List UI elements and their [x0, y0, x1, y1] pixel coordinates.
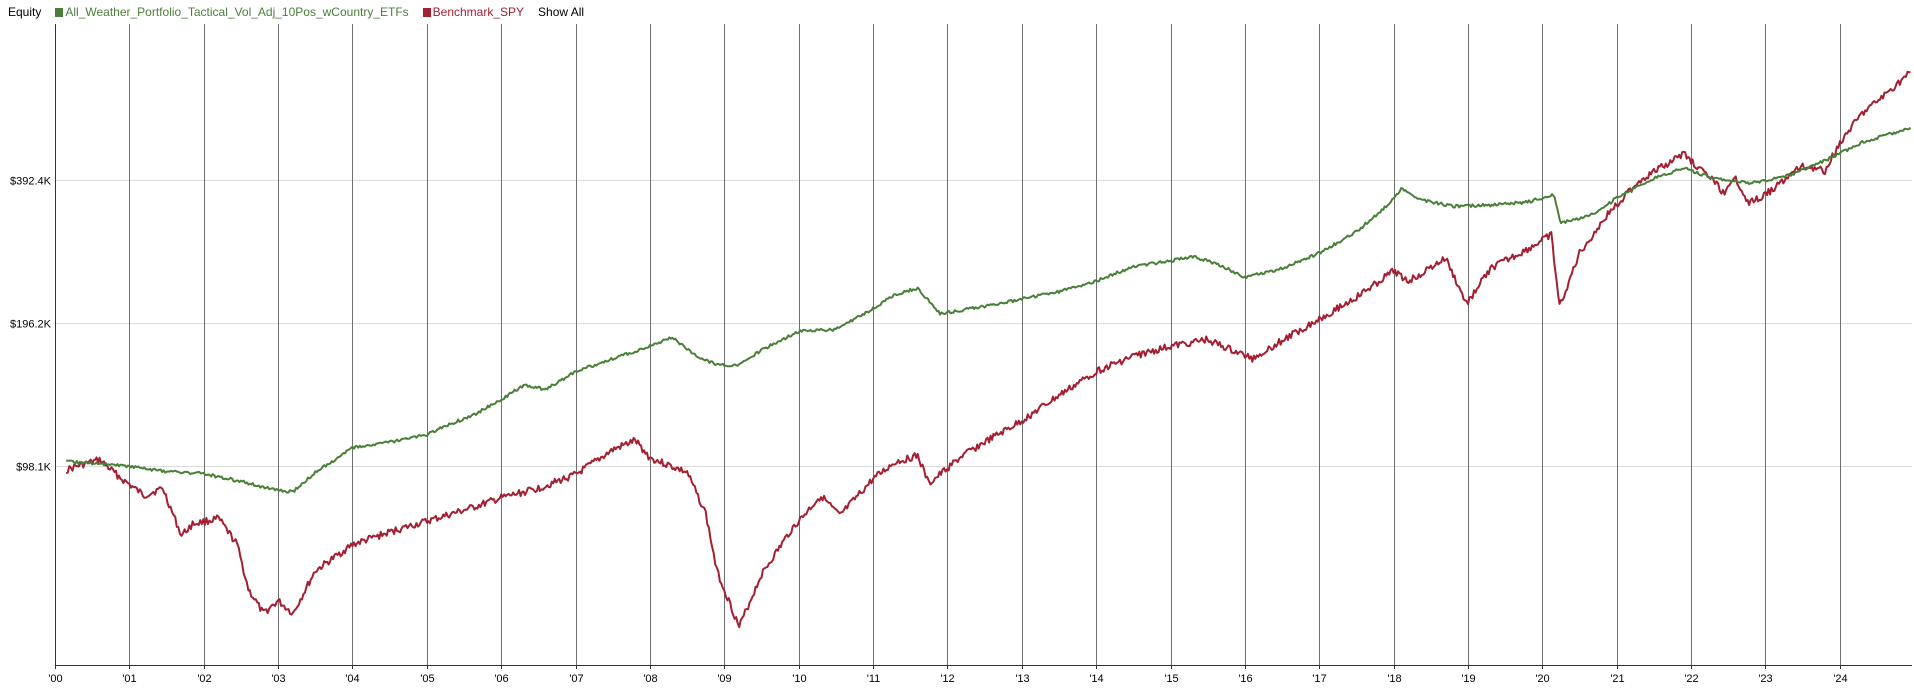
- x-tick-label: '02: [197, 673, 211, 685]
- x-tick-label: '13: [1015, 673, 1029, 685]
- y-tick-label: $392.4K: [10, 176, 52, 188]
- legend-item-benchmark[interactable]: Benchmark_SPY: [422, 5, 525, 19]
- x-tick-label: '01: [122, 673, 136, 685]
- show-all-button[interactable]: Show All: [538, 5, 585, 19]
- legend-label-benchmark: Benchmark_SPY: [432, 5, 525, 19]
- legend-item-strategy[interactable]: All_Weather_Portfolio_Tactical_Vol_Adj_1…: [55, 5, 409, 19]
- x-tick-label: '20: [1535, 673, 1549, 685]
- x-tick-label: '23: [1758, 673, 1772, 685]
- x-tick-label: '17: [1312, 673, 1326, 685]
- x-tick-label: '22: [1684, 673, 1698, 685]
- x-tick-label: '07: [569, 673, 583, 685]
- x-tick-label: '14: [1089, 673, 1103, 685]
- y-tick-label: $98.1K: [16, 462, 52, 474]
- strategy-equity-line: [66, 126, 1912, 494]
- x-tick-label: '16: [1238, 673, 1252, 685]
- x-tick-label: '24: [1833, 673, 1847, 685]
- x-tick-label: '19: [1461, 673, 1475, 685]
- benchmark-equity-line: [65, 70, 1911, 629]
- x-tick-label: '09: [717, 673, 731, 685]
- legend-swatch-strategy: [55, 7, 64, 17]
- x-tick-label: '06: [494, 673, 508, 685]
- legend-swatch-benchmark: [422, 7, 431, 17]
- x-tick-label: '04: [345, 673, 359, 685]
- x-tick-label: '08: [643, 673, 657, 685]
- x-tick-label: '21: [1610, 673, 1624, 685]
- x-tick-label: '10: [792, 673, 806, 685]
- legend-label-strategy: All_Weather_Portfolio_Tactical_Vol_Adj_1…: [65, 5, 409, 19]
- x-tick-label: '11: [867, 673, 881, 685]
- x-tick-label: '12: [940, 673, 954, 685]
- x-tick-label: '18: [1387, 673, 1401, 685]
- x-tick-label: '00: [48, 673, 62, 685]
- x-tick-label: '05: [420, 673, 434, 685]
- y-tick-label: $196.2K: [10, 319, 52, 331]
- legend-title: Equity: [8, 5, 42, 19]
- x-tick-label: '03: [271, 673, 285, 685]
- x-tick-label: '15: [1164, 673, 1178, 685]
- chart-legend: Equity All_Weather_Portfolio_Tactical_Vo…: [8, 4, 584, 20]
